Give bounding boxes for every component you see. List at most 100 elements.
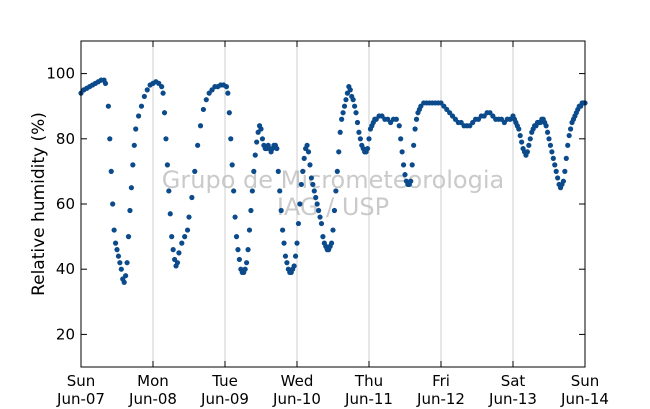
x-tick-label-day: Sun <box>571 372 600 390</box>
data-point <box>225 90 231 96</box>
data-point <box>133 126 139 132</box>
data-point <box>277 188 283 194</box>
y-tick-label: 100 <box>46 65 75 83</box>
data-point <box>274 145 280 152</box>
data-point <box>364 145 371 152</box>
data-point <box>226 110 232 116</box>
y-tick-label: 80 <box>56 130 75 148</box>
data-point <box>524 149 531 155</box>
data-point <box>229 162 235 168</box>
data-point <box>186 214 192 220</box>
data-point <box>550 155 556 161</box>
data-point <box>292 253 299 259</box>
x-tick-label-date: Jun-10 <box>272 390 321 408</box>
x-tick-label-date: Jun-11 <box>344 390 393 408</box>
data-point <box>350 97 356 103</box>
data-point <box>337 129 343 135</box>
data-point <box>195 142 201 148</box>
data-point <box>136 113 142 119</box>
data-point <box>258 126 264 132</box>
data-point <box>354 119 361 126</box>
data-point <box>242 266 248 272</box>
data-point <box>108 168 114 174</box>
data-point <box>297 201 303 207</box>
data-point <box>105 103 111 109</box>
data-point <box>314 201 320 207</box>
data-point <box>131 142 137 148</box>
data-point <box>347 87 353 93</box>
data-point <box>117 260 123 266</box>
data-point <box>336 149 342 155</box>
data-point <box>189 194 195 201</box>
data-point <box>233 234 240 240</box>
data-point <box>560 178 567 184</box>
data-point <box>356 129 362 135</box>
data-point <box>301 155 307 161</box>
data-point <box>320 234 326 240</box>
data-point <box>340 110 346 116</box>
data-point <box>124 260 130 266</box>
data-point <box>563 155 569 161</box>
data-point <box>396 123 402 129</box>
data-point <box>281 240 287 246</box>
data-point <box>167 211 173 217</box>
data-point <box>200 106 206 113</box>
data-point <box>318 220 325 227</box>
data-point <box>547 142 554 148</box>
data-point <box>246 227 253 233</box>
data-point <box>543 123 549 129</box>
data-point <box>203 97 209 103</box>
data-point <box>555 175 561 181</box>
data-point <box>566 132 572 139</box>
data-point <box>565 142 571 148</box>
data-point <box>232 214 238 220</box>
data-point <box>282 253 289 259</box>
data-point <box>568 126 574 132</box>
x-tick-label-day: Sat <box>501 372 526 390</box>
data-point <box>284 260 290 266</box>
data-point <box>519 139 525 145</box>
x-tick-label-day: Mon <box>137 372 169 390</box>
data-point <box>516 126 522 132</box>
data-point <box>275 168 281 174</box>
data-point <box>278 207 284 214</box>
x-tick-label-date: Jun-08 <box>128 390 177 408</box>
x-tick-label-day: Wed <box>281 372 314 390</box>
data-point <box>182 234 188 240</box>
data-point <box>245 247 251 253</box>
y-axis-label: Relative humidity (%) <box>29 112 49 296</box>
data-point <box>330 227 336 233</box>
data-point <box>128 185 134 191</box>
data-point <box>339 116 345 122</box>
data-point <box>526 142 532 148</box>
watermark-line-1: Grupo de Micrometeorologia <box>162 166 504 194</box>
data-point <box>517 132 523 139</box>
data-point <box>413 116 420 122</box>
data-point <box>125 234 132 240</box>
data-point <box>331 207 338 214</box>
data-point <box>123 273 129 279</box>
data-point <box>110 201 116 207</box>
data-point <box>311 188 317 194</box>
data-point <box>144 87 150 93</box>
data-point <box>254 139 260 145</box>
y-tick-label: 20 <box>56 325 75 343</box>
data-point <box>114 247 120 253</box>
data-point <box>341 103 348 109</box>
data-point <box>231 188 237 194</box>
data-point <box>353 110 359 116</box>
data-point <box>248 207 254 214</box>
data-point <box>192 168 198 174</box>
data-point <box>166 188 172 194</box>
data-point <box>343 97 349 103</box>
data-point <box>197 123 204 129</box>
data-point <box>393 116 399 122</box>
data-point <box>400 162 407 168</box>
data-point <box>402 172 408 178</box>
data-point <box>169 234 175 240</box>
data-point <box>352 103 358 109</box>
data-point <box>398 136 404 142</box>
data-point <box>366 136 372 142</box>
data-point <box>280 227 286 233</box>
